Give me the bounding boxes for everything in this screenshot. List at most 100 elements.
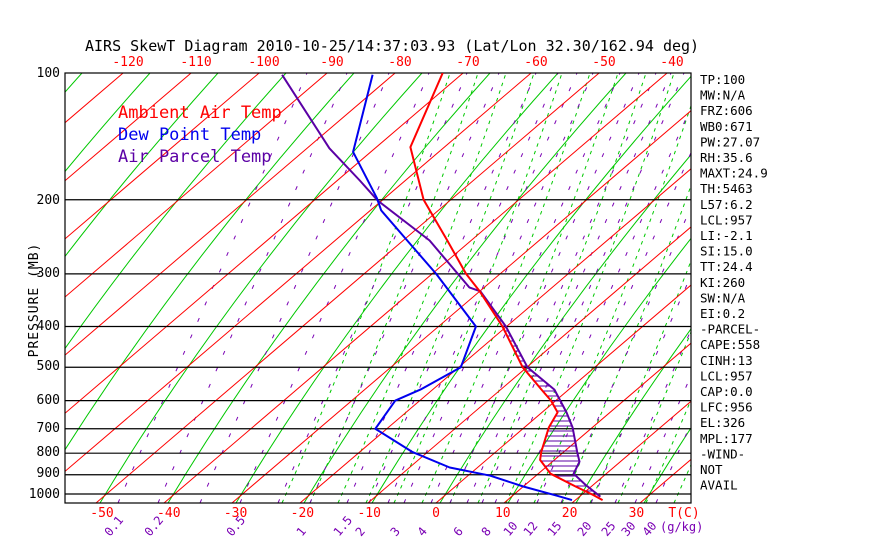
moist-adiabat-line bbox=[477, 73, 647, 503]
mixing-ratio-tick: 1.5 bbox=[331, 513, 356, 539]
pressure-tick: 700 bbox=[37, 421, 60, 436]
chart-title: AIRS SkewT Diagram 2010-10-25/14:37:03.9… bbox=[85, 37, 699, 55]
moist-adiabat-line bbox=[449, 73, 619, 503]
parcel-temp-curve bbox=[281, 74, 602, 498]
isotherm-line bbox=[163, 73, 668, 503]
stat-line: CAP:0.0 bbox=[700, 384, 753, 399]
mixing-ratio-unit-label: (g/kg) bbox=[660, 520, 703, 534]
top-temp-tick: -100 bbox=[248, 55, 279, 70]
dry-adiabat-line bbox=[99, 73, 423, 503]
pressure-tick: 1000 bbox=[29, 487, 60, 502]
pressure-tick: 800 bbox=[37, 445, 60, 460]
isotherm-line bbox=[65, 73, 464, 414]
mixing-ratio-line bbox=[387, 73, 578, 503]
pressure-tick: 400 bbox=[37, 319, 60, 334]
dew-point-curve bbox=[352, 74, 573, 502]
mixing-ratio-tick: 15 bbox=[545, 519, 565, 539]
isotherm-line bbox=[65, 73, 260, 240]
top-temp-tick: -90 bbox=[320, 55, 343, 70]
stat-line: LCL:957 bbox=[700, 368, 753, 383]
mixing-ratio-tick: 8 bbox=[479, 524, 494, 539]
moist-adiabat-line bbox=[393, 73, 563, 503]
pressure-tick: 100 bbox=[37, 66, 60, 81]
bottom-temp-tick: -10 bbox=[357, 506, 380, 521]
dry-adiabat-line bbox=[65, 73, 219, 258]
bottom-temp-tick: 30 bbox=[629, 506, 645, 521]
stat-line: L57:6.2 bbox=[700, 197, 753, 212]
moist-adiabat-line bbox=[337, 73, 507, 503]
bottom-temp-tick: -20 bbox=[291, 506, 314, 521]
stat-line: RH:35.6 bbox=[700, 150, 753, 165]
dry-adiabat-line bbox=[235, 73, 559, 503]
dry-adiabat-line bbox=[65, 73, 151, 173]
mixing-ratio-tick: 3 bbox=[388, 524, 403, 539]
stat-line: MW:N/A bbox=[700, 88, 746, 103]
isotherm-line bbox=[776, 73, 870, 503]
top-temp-tick: -110 bbox=[180, 55, 211, 70]
moist-adiabat-line bbox=[421, 73, 591, 503]
mixing-ratio-tick: 12 bbox=[521, 519, 541, 539]
mixing-ratio-line bbox=[309, 73, 500, 503]
stat-line: SI:15.0 bbox=[700, 244, 753, 259]
bottom-temp-tick: -40 bbox=[157, 506, 180, 521]
moist-adiabat-line bbox=[309, 73, 479, 503]
stat-line: LCL:957 bbox=[700, 212, 753, 227]
isotherm-line bbox=[231, 110, 691, 503]
sounding-curves bbox=[281, 73, 604, 502]
ambient-temp-curve bbox=[409, 73, 604, 501]
moist-adiabat-line bbox=[589, 259, 691, 503]
mixing-ratio-line bbox=[466, 73, 657, 503]
top-temp-tick: -80 bbox=[388, 55, 411, 70]
mixing-ratio-tick: 10 bbox=[501, 519, 521, 539]
bottom-temp-tick: 20 bbox=[562, 506, 578, 521]
legend-ambient-air-temp: Ambient Air Temp bbox=[118, 103, 282, 123]
mixing-ratio-line bbox=[199, 73, 390, 503]
stat-line: TH:5463 bbox=[700, 181, 753, 196]
isotherm-line bbox=[65, 73, 124, 124]
stat-line: WB0:671 bbox=[700, 119, 753, 134]
mixing-ratio-line bbox=[516, 105, 691, 503]
bottom-temp-tick: 10 bbox=[495, 506, 511, 521]
isotherm-line bbox=[435, 284, 691, 503]
dry-adiabat-line bbox=[439, 153, 691, 503]
pressure-tick: 300 bbox=[37, 266, 60, 281]
stat-line: CAPE:558 bbox=[700, 337, 760, 352]
isotherm-line bbox=[299, 168, 691, 503]
mixing-ratio-tick: 4 bbox=[415, 524, 430, 539]
mixing-ratio-tick: 20 bbox=[575, 519, 595, 539]
moist-adiabat-line bbox=[365, 73, 535, 503]
dry-adiabat-line bbox=[0, 73, 14, 503]
mixing-ratio-tick: 2 bbox=[353, 524, 368, 539]
mixing-ratio-line bbox=[481, 73, 672, 503]
isotherm-line bbox=[65, 73, 396, 356]
bottom-temp-tick: 0 bbox=[432, 506, 440, 521]
legend-dew-point-temp: Dew Point Temp bbox=[118, 125, 261, 145]
stat-line: -PARCEL- bbox=[700, 322, 760, 337]
bottom-temp-tick: -50 bbox=[90, 506, 113, 521]
isotherm-line bbox=[65, 73, 532, 473]
pressure-tick: 900 bbox=[37, 466, 60, 481]
stat-line: NOT bbox=[700, 462, 723, 477]
dry-adiabat-line bbox=[167, 73, 491, 503]
top-temp-tick: -60 bbox=[524, 55, 547, 70]
stat-line: PW:27.07 bbox=[700, 134, 760, 149]
dry-adiabat-line bbox=[575, 328, 691, 503]
mixing-ratio-line bbox=[117, 73, 308, 503]
mixing-ratio-line bbox=[536, 151, 691, 503]
isotherm-line bbox=[95, 73, 600, 503]
dry-adiabat-line bbox=[303, 73, 627, 503]
top-temp-tick: -70 bbox=[456, 55, 479, 70]
stat-line: EI:0.2 bbox=[700, 306, 745, 321]
mixing-ratio-line bbox=[239, 73, 430, 503]
pressure-tick: 500 bbox=[37, 359, 60, 374]
mixing-ratio-line bbox=[403, 73, 594, 503]
mixing-ratio-tick: 30 bbox=[619, 519, 639, 539]
dry-adiabat-line bbox=[507, 237, 691, 503]
mixing-ratio-tick: 6 bbox=[451, 524, 466, 539]
top-temp-tick: -40 bbox=[660, 55, 683, 70]
dry-adiabat-line bbox=[65, 73, 287, 350]
mixing-ratio-line bbox=[157, 73, 348, 503]
isotherm-line bbox=[503, 342, 691, 503]
pressure-axis-label: PRESSURE (MB) bbox=[27, 243, 42, 358]
